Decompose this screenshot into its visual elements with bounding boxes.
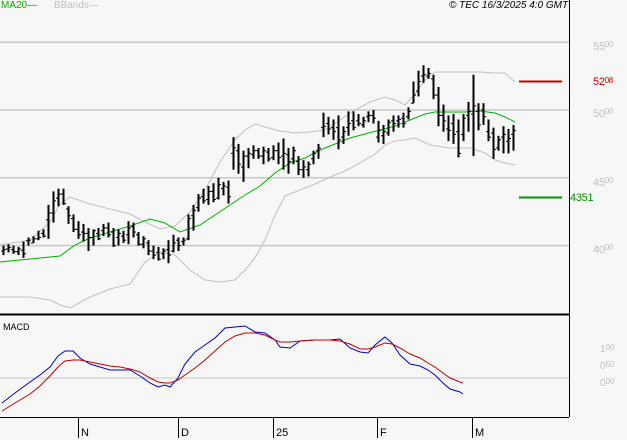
x-label-m: M [475, 427, 485, 439]
resistance-level-label: 5208 [593, 76, 613, 88]
y-label-5500: 5500 [593, 40, 613, 53]
macd-label: MACD [3, 322, 30, 332]
x-label-n: N [81, 427, 89, 439]
legend-bbands: BBands— [53, 0, 99, 11]
y-label-4000: 4000 [593, 243, 613, 256]
macd-y-label-1: 100 [600, 343, 615, 355]
macd-y-label-0: 000 [600, 377, 615, 389]
support-level-label: 4351 [570, 192, 594, 204]
y-label-4500: 4500 [593, 176, 613, 189]
ma20-line [0, 110, 516, 263]
bband-upper-line [0, 71, 516, 246]
macd-line [1, 325, 464, 404]
y-label-5000: 5000 [593, 107, 613, 120]
signal-line [1, 332, 464, 412]
legend: MA20— BBands— [1, 0, 99, 12]
x-label-25: 25 [276, 427, 289, 439]
macd-y-label-050: 050 [600, 360, 615, 372]
legend-ma20: MA20— [1, 0, 38, 11]
x-label-d: D [181, 427, 189, 439]
copyright-timestamp: © TEC 16/3/2025 4:0 GMT [449, 0, 569, 11]
x-label-f: F [380, 427, 387, 439]
bband-lower-line [0, 137, 516, 309]
